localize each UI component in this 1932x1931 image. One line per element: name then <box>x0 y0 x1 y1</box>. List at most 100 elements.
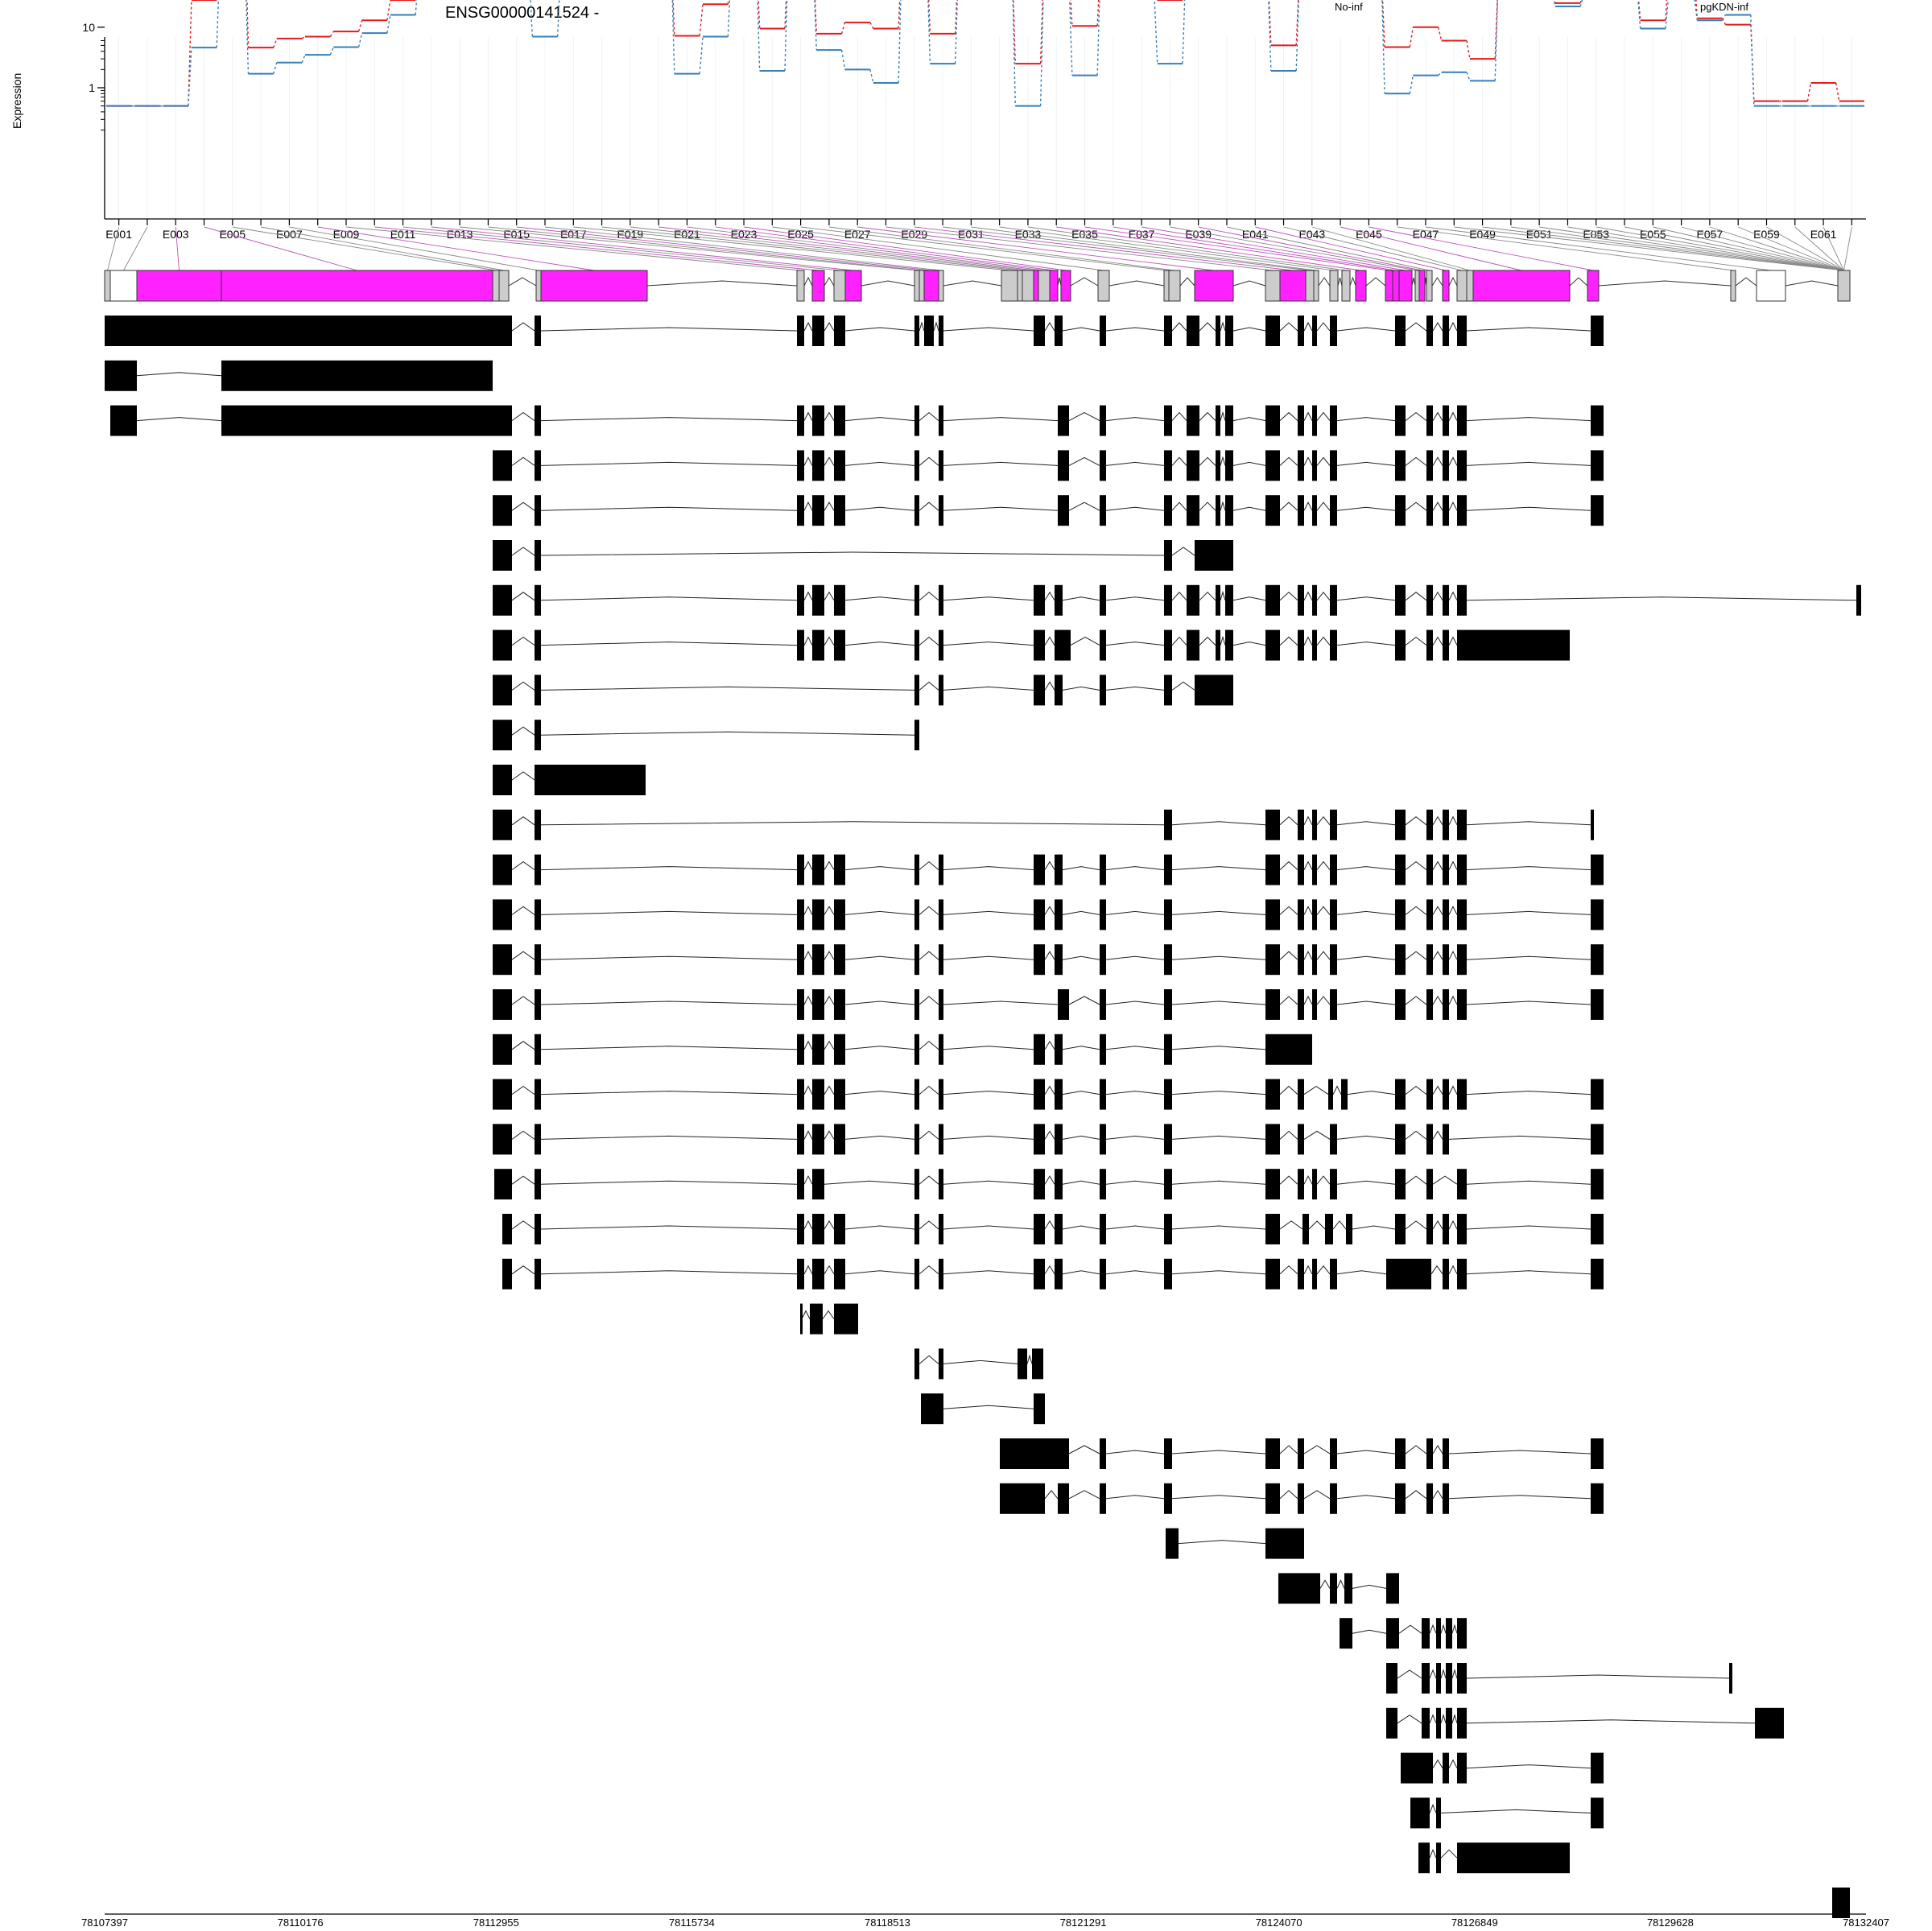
series-connector <box>840 50 846 70</box>
transcript <box>1340 1618 1467 1649</box>
transcript-exon <box>1436 1842 1441 1874</box>
series-connector <box>1466 72 1471 81</box>
transcript-exon <box>1265 1528 1304 1559</box>
transcript-intron <box>943 910 1034 915</box>
expression-series <box>106 0 1864 107</box>
transcript-exon <box>1436 1618 1441 1649</box>
transcript-exon <box>1216 584 1220 616</box>
transcript-exon <box>1312 899 1317 930</box>
series-connector <box>273 62 278 74</box>
transcript-intron <box>1044 1130 1055 1140</box>
transcript-intron <box>1336 461 1396 466</box>
transcript-exon <box>1265 1169 1280 1200</box>
transcript-intron <box>1199 411 1216 421</box>
transcript-exon <box>1055 1169 1063 1200</box>
transcript-intron <box>844 1135 915 1140</box>
intron <box>1318 277 1331 287</box>
transcript-intron <box>1279 906 1298 915</box>
transcript-intron <box>540 327 798 332</box>
transcript-exon <box>812 944 824 976</box>
transcript-intron <box>1171 1180 1266 1185</box>
transcript-intron <box>1279 501 1298 511</box>
transcript-exon <box>1100 450 1106 481</box>
transcript-intron <box>1466 1091 1591 1095</box>
exon-link <box>1596 226 1844 271</box>
transcript-intron <box>1171 411 1187 421</box>
transcript-exon <box>939 1169 943 1200</box>
exon-link <box>1056 226 1361 271</box>
series-connector <box>1409 75 1414 94</box>
transcript-exon <box>1298 854 1304 885</box>
genomic-tick-label: 78121291 <box>1060 1917 1107 1929</box>
transcript-exon <box>1055 584 1063 616</box>
intron <box>1431 277 1443 287</box>
transcript-exon <box>1302 1214 1309 1244</box>
exon-bin <box>498 270 510 302</box>
transcript-exon <box>1591 316 1604 346</box>
transcript-intron <box>803 321 813 332</box>
transcript-exon <box>812 316 824 346</box>
series-connector <box>699 36 704 74</box>
transcript-exon <box>493 540 512 571</box>
transcript-exon <box>493 989 512 1020</box>
transcript-intron <box>824 1085 835 1095</box>
exon-link <box>107 226 120 271</box>
transcript-intron <box>511 816 535 826</box>
transcript-intron <box>1448 501 1458 511</box>
transcript <box>493 1124 1604 1155</box>
transcript-exon <box>1395 1169 1406 1200</box>
transcript-intron <box>1308 1220 1326 1230</box>
transcript-exon <box>1164 584 1172 616</box>
transcript <box>105 316 1604 346</box>
transcript-intron <box>803 1265 813 1275</box>
transcript-exon <box>1386 1707 1397 1739</box>
transcript <box>800 1303 858 1335</box>
transcript-exon <box>1055 675 1063 706</box>
transcript-exon <box>812 899 824 930</box>
transcript-intron <box>1432 636 1443 646</box>
exon-bin <box>1456 270 1468 302</box>
transcript-exon <box>535 540 541 571</box>
exon-bin <box>104 270 111 302</box>
transcript-intron <box>1316 1265 1331 1275</box>
exon-label: E007 <box>276 228 303 241</box>
series-connector <box>1637 0 1641 29</box>
transcript-exon <box>1341 1079 1348 1110</box>
transcript-exon <box>1055 899 1063 930</box>
transcript-intron <box>1068 412 1100 422</box>
transcript-intron <box>1105 417 1165 422</box>
transcript-exon <box>1395 944 1406 976</box>
transcript-exon <box>914 1214 919 1244</box>
transcript-exon <box>1446 1618 1452 1649</box>
transcript-exon <box>1265 1438 1280 1469</box>
series-connector <box>869 69 874 84</box>
transcript-exon <box>221 405 512 436</box>
transcript-exon <box>535 989 541 1020</box>
transcript-exon <box>1591 1124 1604 1155</box>
transcript-exon <box>797 1079 804 1110</box>
exon-link <box>544 226 942 271</box>
transcript-exon <box>1426 944 1433 976</box>
transcript-intron <box>1466 866 1591 871</box>
transcript-intron <box>943 1270 1034 1275</box>
transcript-intron <box>1279 860 1298 870</box>
transcript-exon <box>110 405 137 436</box>
transcript-exon <box>1426 1438 1433 1469</box>
transcript-intron <box>803 1040 813 1050</box>
transcript-exon <box>1164 809 1172 840</box>
transcript-exon <box>535 675 541 706</box>
exon-link <box>715 226 1055 271</box>
transcript-exon <box>914 450 919 481</box>
transcript-exon <box>1164 854 1172 885</box>
transcript-exon <box>535 405 541 436</box>
transcript-intron <box>511 411 535 422</box>
transcript-exon <box>834 495 845 526</box>
transcript-exon <box>1312 809 1317 840</box>
transcript-intron <box>1405 456 1427 466</box>
exon-link <box>175 226 180 271</box>
transcript-exon <box>1298 1438 1304 1469</box>
transcript-intron <box>1303 1490 1331 1500</box>
transcript-exon <box>1265 1124 1280 1155</box>
transcript-intron <box>511 1130 535 1140</box>
transcript-intron <box>1336 955 1396 960</box>
